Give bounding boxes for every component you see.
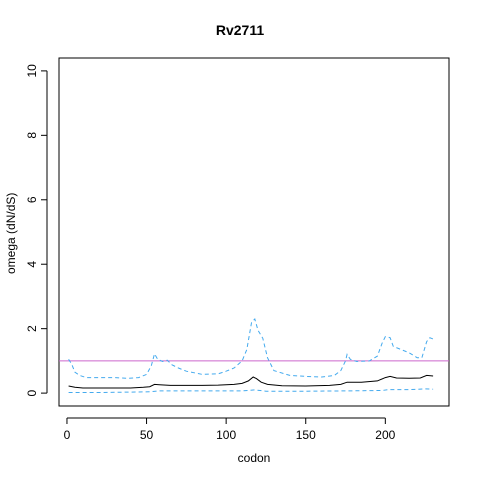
chart-title: Rv2711 xyxy=(215,22,265,38)
x-tick-label: 200 xyxy=(375,428,395,442)
x-axis-label: codon xyxy=(237,451,271,465)
x-tick-label: 150 xyxy=(296,428,316,442)
plot-frame xyxy=(58,57,450,407)
y-tick-label: 8 xyxy=(25,132,39,139)
y-tick-label: 6 xyxy=(25,196,39,203)
x-tick-label: 0 xyxy=(64,428,71,442)
series-mean-line xyxy=(68,374,434,389)
y-tick-label: 0 xyxy=(25,389,39,396)
y-tick-label: 4 xyxy=(25,261,39,268)
x-tick-label: 50 xyxy=(140,428,154,442)
series-upper-line xyxy=(68,318,434,379)
y-tick-label: 10 xyxy=(25,64,39,78)
y-tick-label: 2 xyxy=(25,325,39,332)
x-tick-label: 100 xyxy=(216,428,236,442)
series-lower-line xyxy=(68,388,434,393)
